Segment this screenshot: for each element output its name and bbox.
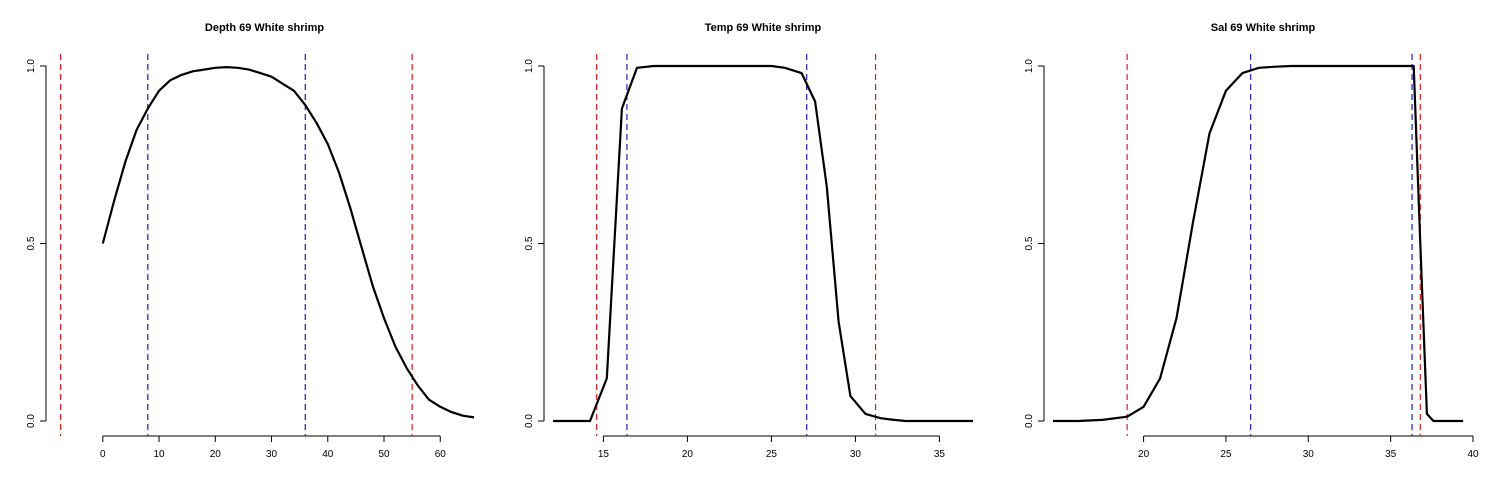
- x-tick-label: 40: [1467, 449, 1479, 460]
- x-tick-label: 30: [1303, 449, 1315, 460]
- x-tick-label: 30: [850, 449, 862, 460]
- y-tick-label: 0.5: [1024, 236, 1035, 250]
- chart-title: Temp 69 White shrimp: [705, 22, 822, 34]
- y-tick-label: 0.5: [524, 236, 535, 250]
- chart-panel-3: Sal 69 White shrimp 0.0 0.5 1.0 20 25 30 35 40: [1024, 22, 1479, 460]
- chart-panel-2: Temp 69 White shrimp 0.0 0.5 1.0 15 20 25 30 35: [524, 22, 973, 460]
- chart-panel-1: Depth 69 White shrimp 0.0 0.5 1.0 0 10 20 30 40 5…: [26, 22, 475, 460]
- series-line: [553, 64, 973, 423]
- x-tick-label: 25: [1220, 449, 1232, 460]
- series-line: [101, 65, 475, 419]
- x-tick-label: 20: [1138, 449, 1150, 460]
- x-tick-label: 15: [598, 449, 610, 460]
- x-tick-label: 35: [1385, 449, 1397, 460]
- chart-title: Depth 69 White shrimp: [205, 22, 324, 34]
- x-tick-label: 20: [210, 449, 222, 460]
- x-tick-label: 20: [682, 449, 694, 460]
- x-tick-label: 10: [153, 449, 165, 460]
- x-tick-label: 50: [378, 449, 390, 460]
- y-tick-label: 1.0: [524, 59, 535, 73]
- x-tick-label: 25: [766, 449, 778, 460]
- x-tick-label: 40: [322, 449, 334, 460]
- y-tick-label: 0.0: [524, 414, 535, 428]
- y-tick-label: 1.0: [26, 59, 37, 73]
- y-tick-label: 0.0: [1024, 414, 1035, 428]
- x-tick-label: 35: [934, 449, 946, 460]
- chart-title: Sal 69 White shrimp: [1211, 22, 1316, 34]
- x-tick-label: 30: [266, 449, 278, 460]
- y-tick-label: 0.0: [26, 414, 37, 428]
- x-tick-label: 0: [100, 449, 106, 460]
- y-tick-label: 0.5: [26, 236, 37, 250]
- series-line: [1053, 64, 1464, 423]
- y-tick-label: 1.0: [1024, 59, 1035, 73]
- x-tick-label: 60: [435, 449, 447, 460]
